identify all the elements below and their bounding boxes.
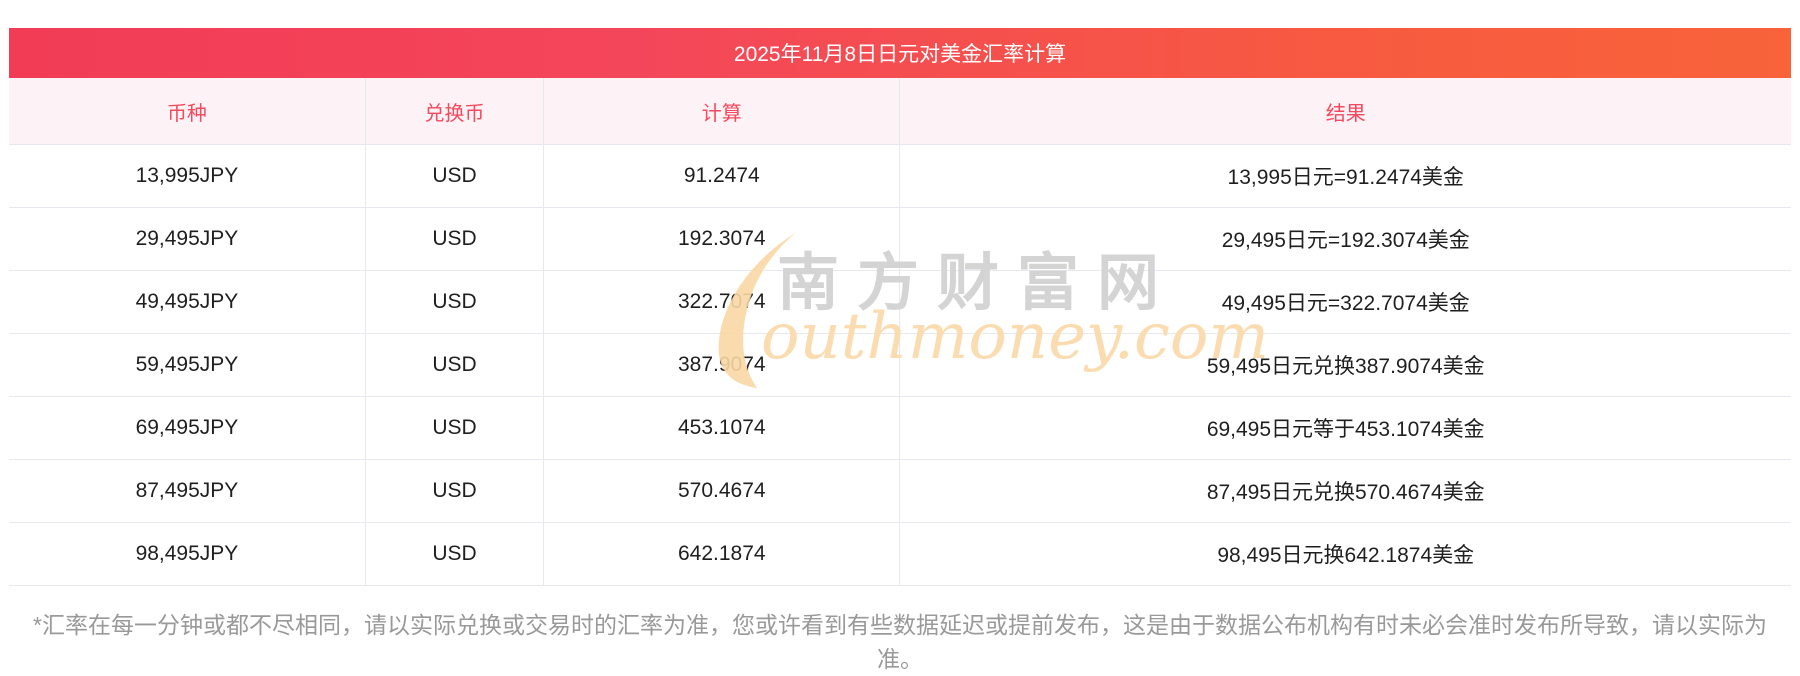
table-row: 98,495JPY USD 642.1874 98,495日元换642.1874美金 [9, 522, 1791, 586]
result-cell: 69,495日元等于453.1074美金 [899, 396, 1791, 460]
exchange-rate-table: 币种 兑换币 计算 结果 13,995JPY USD 91.2474 13,995日元=91… [9, 78, 1791, 586]
calculation-cell: 322.7074 [543, 270, 901, 334]
target-currency-cell: USD [365, 396, 545, 460]
target-currency-cell: USD [365, 522, 545, 586]
calculation-cell: 453.1074 [543, 396, 901, 460]
column-header-target-currency: 兑换币 [365, 78, 545, 145]
currency-cell: 49,495JPY [9, 270, 366, 334]
table-row: 87,495JPY USD 570.4674 87,495日元兑换570.4674美金 [9, 459, 1791, 523]
table-row: 59,495JPY USD 387.9074 59,495日元兑换387.9074美金 [9, 333, 1791, 397]
table-row: 13,995JPY USD 91.2474 13,995日元=91.2474美金 [9, 144, 1791, 208]
table-header-row: 币种 兑换币 计算 结果 [9, 78, 1791, 145]
column-header-result: 结果 [899, 78, 1791, 145]
currency-cell: 87,495JPY [9, 459, 366, 523]
table-row: 69,495JPY USD 453.1074 69,495日元等于453.1074美金 [9, 396, 1791, 460]
target-currency-cell: USD [365, 207, 545, 271]
result-cell: 29,495日元=192.3074美金 [899, 207, 1791, 271]
column-header-currency: 币种 [9, 78, 366, 145]
disclaimer-footnote: *汇率在每一分钟或都不尽相同，请以实际兑换或交易时的汇率为准，您或许看到有些数据… [33, 612, 1767, 672]
currency-cell: 69,495JPY [9, 396, 366, 460]
result-cell: 87,495日元兑换570.4674美金 [899, 459, 1791, 523]
calculation-cell: 192.3074 [543, 207, 901, 271]
calculation-cell: 570.4674 [543, 459, 901, 523]
calculation-cell: 91.2474 [543, 144, 901, 208]
table-row: 29,495JPY USD 192.3074 29,495日元=192.3074美金 [9, 207, 1791, 271]
target-currency-cell: USD [365, 333, 545, 397]
title-bar: 2025年11月8日日元对美金汇率计算 [9, 28, 1791, 78]
table-row: 49,495JPY USD 322.7074 49,495日元=322.7074美金 [9, 270, 1791, 334]
target-currency-cell: USD [365, 459, 545, 523]
currency-cell: 13,995JPY [9, 144, 366, 208]
page-title: 2025年11月8日日元对美金汇率计算 [733, 43, 1067, 66]
currency-cell: 59,495JPY [9, 333, 366, 397]
page-container: 2025年11月8日日元对美金汇率计算 币种 兑换币 计算 结果 13,995JPY U… [9, 0, 1791, 676]
currency-cell: 98,495JPY [9, 522, 366, 586]
result-cell: 98,495日元换642.1874美金 [899, 522, 1791, 586]
calculation-cell: 387.9074 [543, 333, 901, 397]
target-currency-cell: USD [365, 270, 545, 334]
result-cell: 59,495日元兑换387.9074美金 [899, 333, 1791, 397]
column-header-calculation: 计算 [543, 78, 901, 145]
result-cell: 49,495日元=322.7074美金 [899, 270, 1791, 334]
calculation-cell: 642.1874 [543, 522, 901, 586]
result-cell: 13,995日元=91.2474美金 [899, 144, 1791, 208]
table-body: 13,995JPY USD 91.2474 13,995日元=91.2474美金 29,… [9, 144, 1791, 586]
target-currency-cell: USD [365, 144, 545, 208]
currency-cell: 29,495JPY [9, 207, 366, 271]
